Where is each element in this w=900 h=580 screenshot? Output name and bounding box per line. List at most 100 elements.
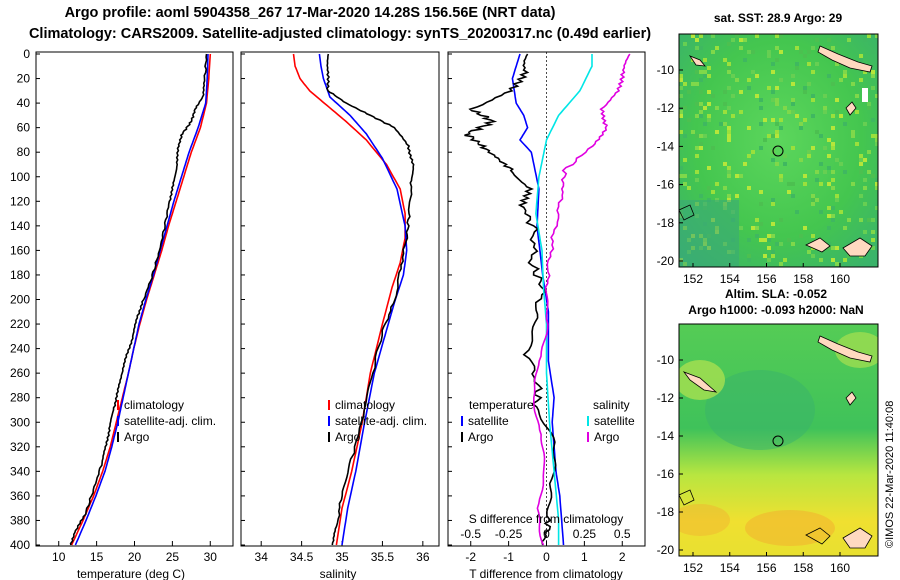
sst-pixel xyxy=(815,178,819,182)
sst-pixel xyxy=(859,54,863,58)
sla-high-orange xyxy=(745,510,835,546)
series-line-argo xyxy=(326,53,415,546)
sst-pixel xyxy=(863,158,867,162)
sst-pixel xyxy=(739,110,743,114)
lat-tick-label: -10 xyxy=(657,353,675,367)
sst-pixel xyxy=(727,62,731,66)
sst-pixel xyxy=(695,170,699,174)
sst-pixel xyxy=(859,194,863,198)
sst-pixel xyxy=(695,178,699,182)
sst-pixel xyxy=(707,118,711,122)
sst-speckle xyxy=(679,34,878,266)
sst-pixel xyxy=(679,146,683,150)
sst-pixel xyxy=(871,218,875,222)
sst-pixel xyxy=(847,38,851,42)
sst-pixel xyxy=(699,78,703,82)
sst-pixel xyxy=(767,258,771,262)
sst-pixel xyxy=(771,62,775,66)
sst-pixel xyxy=(827,154,831,158)
sst-pixel xyxy=(711,34,715,38)
sst-pixel xyxy=(695,70,699,74)
sst-pixel xyxy=(695,154,699,158)
sst-pixel xyxy=(831,214,835,218)
sst-pixel xyxy=(863,178,867,182)
sst-pixel xyxy=(819,182,823,186)
sst-pixel xyxy=(743,38,747,42)
sst-pixel xyxy=(723,110,727,114)
sst-pixel xyxy=(703,106,707,110)
sst-pixel xyxy=(699,106,703,110)
difference-legend: temperature satellite Argo salinity sate… xyxy=(461,398,635,526)
sst-pixel xyxy=(727,86,731,90)
sst-pixel xyxy=(779,218,783,222)
depth-tick-label: 240 xyxy=(10,342,30,356)
sst-pixel xyxy=(863,186,867,190)
sst-pixel xyxy=(735,174,739,178)
sst-pixel xyxy=(859,154,863,158)
sst-pixel xyxy=(847,254,851,258)
temperature-legend: climatology satellite-adj. clim. Argo xyxy=(117,398,216,444)
sst-pixel xyxy=(723,186,727,190)
sst-pixel xyxy=(771,98,775,102)
sst-pixel xyxy=(875,206,878,210)
sst-pixel xyxy=(863,70,867,74)
sla-map-frame xyxy=(678,323,879,557)
legend-temperature-title: temperature xyxy=(469,398,534,412)
sst-pixel xyxy=(747,154,751,158)
sst-pixel xyxy=(747,258,751,262)
sst-pixel xyxy=(755,74,759,78)
difference-plot: -2 -1 0 1 2-0.5 -0.25 0 0.25 0.5 xyxy=(460,52,631,564)
sst-pixel xyxy=(791,82,795,86)
sst-pixel xyxy=(679,114,683,118)
sst-pixel xyxy=(779,126,783,130)
sst-pixel xyxy=(703,70,707,74)
lon-tick-label: 158 xyxy=(793,561,813,575)
depth-tick-label: 40 xyxy=(17,96,31,110)
series-line-s-argo xyxy=(532,53,631,546)
x-tick-label: 20 xyxy=(128,550,142,564)
sst-pixel xyxy=(739,38,743,42)
sst-pixel xyxy=(787,110,791,114)
sst-pixel xyxy=(755,34,759,38)
sst-pixel xyxy=(703,74,707,78)
depth-tick-label: 160 xyxy=(10,243,30,257)
legend-argo: Argo xyxy=(124,430,150,444)
sst-pixel xyxy=(747,78,751,82)
sst-pixel xyxy=(767,50,771,54)
sst-pixel xyxy=(695,102,699,106)
sst-pixel xyxy=(751,70,755,74)
x2-tick-label: -0.25 xyxy=(495,527,523,541)
sst-pixel xyxy=(759,202,763,206)
sst-pixel xyxy=(819,162,823,166)
legend-swatch-satellite xyxy=(328,416,330,426)
x-tick-label: -1 xyxy=(503,550,514,564)
lon-tick-label: 154 xyxy=(720,561,740,575)
sst-pixel xyxy=(827,182,831,186)
sst-pixel xyxy=(795,114,799,118)
legend-climatology: climatology xyxy=(124,398,184,412)
sst-pixel xyxy=(727,130,731,134)
lon-tick-label: 160 xyxy=(830,272,850,286)
depth-tick-label: 320 xyxy=(10,440,30,454)
sst-pixel xyxy=(771,118,775,122)
temperature-axis-label: temperature (deg C) xyxy=(77,567,185,580)
legend-t-argo: Argo xyxy=(468,430,494,444)
sst-pixel xyxy=(835,246,839,250)
sst-pixel xyxy=(843,258,847,262)
sst-pixel xyxy=(747,186,751,190)
sst-pixel xyxy=(855,110,859,114)
sst-pixel xyxy=(827,214,831,218)
sst-pixel xyxy=(827,226,831,230)
sst-pixel xyxy=(831,246,835,250)
sst-pixel xyxy=(759,146,763,150)
depth-tick-label: 260 xyxy=(10,366,30,380)
sst-pixel xyxy=(727,106,731,110)
sst-pixel xyxy=(679,166,683,170)
sst-pixel xyxy=(755,234,759,238)
sst-pixel xyxy=(771,158,775,162)
sst-pixel xyxy=(775,162,779,166)
island-small xyxy=(682,371,718,393)
sst-pixel xyxy=(775,242,779,246)
sst-pixel xyxy=(687,186,691,190)
sst-pixel xyxy=(803,226,807,230)
